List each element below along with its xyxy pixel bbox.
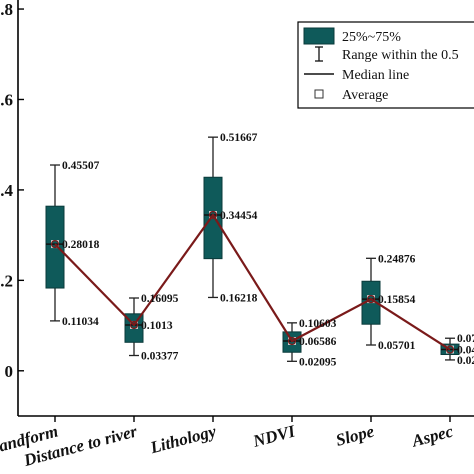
median-label: 0.34454 xyxy=(220,210,258,222)
max-label: 0.16095 xyxy=(141,293,179,305)
median-label: 0.06586 xyxy=(299,336,337,348)
min-label: 0.05701 xyxy=(378,340,416,352)
median-label: 0.28018 xyxy=(62,239,100,251)
legend-entry-label: Range within the 0.5 xyxy=(342,48,459,63)
median-point xyxy=(208,210,218,220)
max-label: 0.45507 xyxy=(62,160,100,172)
max-label: 0.51667 xyxy=(220,132,258,144)
median-point xyxy=(129,320,139,330)
max-label: 0.07 xyxy=(457,333,474,345)
min-label: 0.16218 xyxy=(220,292,258,304)
y-tick-label: .4 xyxy=(0,181,13,200)
y-tick-label: 0 xyxy=(5,362,14,381)
legend-entry-label: Median line xyxy=(342,68,409,83)
median-point xyxy=(287,336,297,346)
boxes-group xyxy=(45,136,460,362)
median-connector-line xyxy=(54,213,451,351)
x-category-label: NDVI xyxy=(250,421,298,451)
median-label: 0.1013 xyxy=(141,320,173,332)
min-label: 0.02 xyxy=(457,355,474,367)
min-label: 0.03377 xyxy=(141,351,179,363)
min-label: 0.02095 xyxy=(299,356,337,368)
median-point xyxy=(50,239,60,249)
median-label: 0.15854 xyxy=(378,294,416,306)
legend-entry-label: Average xyxy=(342,88,388,103)
legend: 25%~75% Range within the 0.5 Median line Av… xyxy=(297,21,474,109)
median-label: 0.04 xyxy=(457,345,474,357)
x-category-label: Lithology xyxy=(147,421,218,457)
median-point xyxy=(445,345,455,354)
min-label: 0.11034 xyxy=(62,316,99,328)
x-category-label: Slope xyxy=(334,421,377,449)
median-connector-group xyxy=(50,210,455,354)
legend-average-symbol xyxy=(314,89,324,99)
legend-box-swatch xyxy=(303,27,335,45)
y-tick-label: .8 xyxy=(0,0,13,19)
max-label: 0.10603 xyxy=(299,318,337,330)
y-tick-label: .6 xyxy=(0,90,13,109)
y-tick-label: .2 xyxy=(0,271,13,290)
median-point xyxy=(366,294,376,304)
legend-entry-label: 25%~75% xyxy=(342,30,401,45)
max-label: 0.24876 xyxy=(378,253,416,265)
value-labels-group: 0.45507 0.28018 0.11034 0.16095 0.1013 0.0337… xyxy=(62,132,474,368)
x-category-label: Aspec xyxy=(409,421,455,450)
